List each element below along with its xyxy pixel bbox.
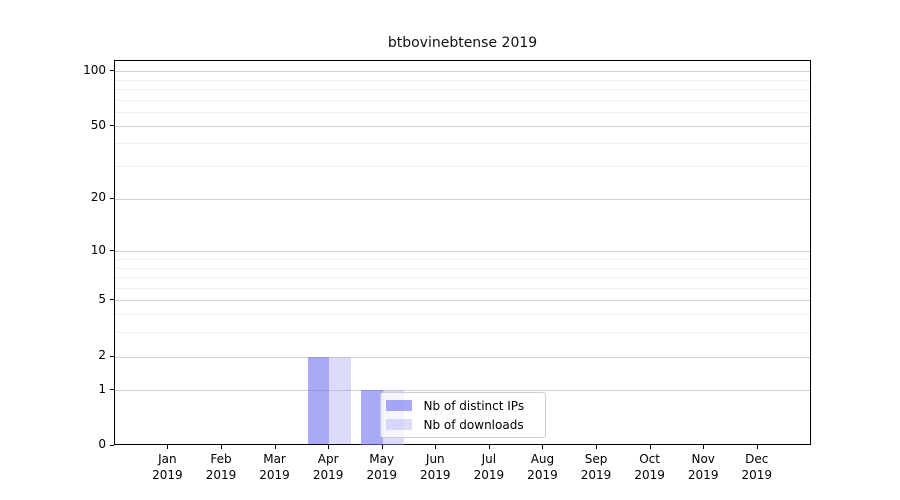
- x-tick-label: Apr 2019: [312, 452, 344, 482]
- y-minor-gridline: [115, 89, 810, 91]
- y-minor-gridline: [115, 111, 810, 113]
- x-tick-mark: [542, 445, 544, 449]
- y-minor-gridline: [115, 80, 810, 81]
- plot-area: [114, 60, 811, 445]
- y-minor-gridline: [115, 276, 810, 278]
- y-tick-mark: [110, 444, 114, 446]
- y-tick-label: 0: [98, 437, 106, 451]
- x-tick-label: Sep 2019: [580, 452, 612, 482]
- x-tick-mark: [381, 445, 383, 449]
- y-major-gridline: [115, 251, 810, 253]
- x-tick-mark: [435, 445, 437, 449]
- x-tick-label: Feb 2019: [205, 452, 237, 482]
- y-tick-label: 2: [98, 348, 106, 363]
- y-tick-mark: [110, 299, 114, 301]
- bar-downloads: [329, 356, 351, 445]
- bar-distinct-ips: [307, 356, 330, 445]
- x-tick-mark: [596, 445, 598, 449]
- legend-label: Nb of distinct IPs: [423, 398, 525, 413]
- y-minor-gridline: [115, 287, 810, 289]
- x-tick-mark: [488, 445, 490, 449]
- x-tick-mark: [756, 445, 758, 449]
- y-tick-mark: [110, 197, 114, 199]
- y-tick-mark: [110, 70, 114, 72]
- y-tick-label: 10: [90, 242, 106, 257]
- x-tick-mark: [649, 445, 651, 449]
- y-major-gridline: [115, 300, 810, 302]
- chart-title: btbovinebtense 2019: [387, 35, 538, 51]
- bar-distinct-ips: [361, 390, 383, 445]
- y-tick-label: 20: [90, 190, 106, 205]
- y-minor-gridline: [115, 259, 810, 260]
- x-tick-label: Jul 2019: [473, 452, 505, 482]
- y-tick-label: 1: [98, 381, 106, 396]
- y-minor-gridline: [115, 331, 810, 333]
- y-tick-mark: [110, 389, 114, 390]
- y-major-gridline: [115, 198, 810, 200]
- y-minor-gridline: [115, 143, 810, 145]
- x-tick-label: Nov 2019: [687, 452, 719, 482]
- x-tick-mark: [274, 445, 276, 449]
- legend-swatch: [385, 400, 412, 411]
- y-tick-label: 100: [83, 62, 106, 77]
- legend-entry: Nb of downloads: [385, 417, 535, 432]
- y-minor-gridline: [115, 165, 810, 167]
- x-tick-mark: [703, 445, 705, 449]
- x-tick-mark: [220, 445, 222, 449]
- y-tick-label: 5: [98, 291, 106, 306]
- chart-legend: Nb of distinct IPs Nb of downloads: [379, 392, 546, 438]
- x-tick-label: Aug 2019: [527, 452, 558, 482]
- x-tick-label: Oct 2019: [634, 452, 665, 482]
- legend-label: Nb of downloads: [423, 417, 524, 432]
- x-tick-label: May 2019: [366, 452, 397, 482]
- x-tick-label: Dec 2019: [741, 452, 773, 482]
- x-tick-mark: [328, 445, 330, 449]
- y-major-gridline: [115, 126, 810, 128]
- y-tick-mark: [110, 355, 114, 357]
- x-tick-label: Jan 2019: [152, 452, 183, 482]
- y-tick-mark: [110, 250, 114, 252]
- y-minor-gridline: [115, 314, 810, 316]
- y-major-gridline: [115, 356, 810, 358]
- y-tick-label: 50: [90, 117, 106, 132]
- legend-swatch: [385, 419, 412, 430]
- y-major-gridline: [115, 71, 810, 73]
- y-major-gridline: [115, 390, 810, 391]
- y-minor-gridline: [115, 267, 810, 269]
- x-tick-label: Jun 2019: [420, 452, 451, 482]
- x-tick-mark: [167, 445, 169, 449]
- y-minor-gridline: [115, 99, 810, 101]
- legend-entry: Nb of distinct IPs: [385, 398, 535, 413]
- y-tick-mark: [110, 125, 114, 127]
- x-tick-label: Mar 2019: [259, 452, 290, 482]
